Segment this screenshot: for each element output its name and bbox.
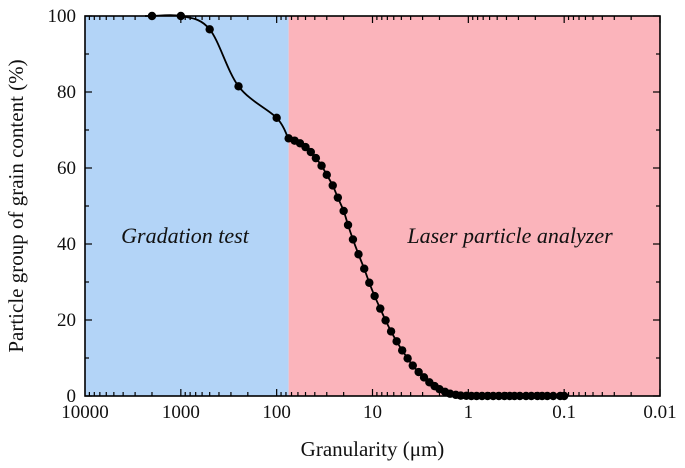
data-point [360, 264, 369, 273]
data-point [386, 327, 396, 336]
data-point [339, 206, 348, 216]
data-point [397, 346, 407, 355]
laser-label: Laser particle analyzer [406, 223, 613, 248]
y-tick-label: 20 [57, 310, 76, 331]
gradation-label: Gradation test [121, 223, 250, 248]
data-point [370, 291, 379, 301]
x-axis-ticks: 10000 1000 100 10 1 0.1 0.01 [61, 16, 677, 423]
data-point [419, 373, 429, 382]
data-point [234, 82, 243, 91]
data-point [392, 337, 401, 346]
data-point [343, 220, 353, 230]
data-point [354, 250, 363, 259]
data-point [403, 354, 412, 363]
data-point [376, 304, 385, 313]
y-tick-label: 100 [48, 6, 77, 27]
x-tick-label: 0.1 [552, 402, 576, 423]
data-point [205, 25, 214, 34]
data-point [317, 161, 326, 170]
data-point [272, 113, 281, 123]
region-labels: Gradation test Laser particle analyzer [121, 223, 613, 248]
y-axis-title: Particle group of grain content (%) [4, 59, 28, 352]
data-point [408, 361, 417, 370]
y-tick-label: 40 [57, 234, 76, 255]
data-point [348, 235, 358, 244]
y-tick-label: 80 [57, 82, 76, 103]
background-regions [85, 16, 660, 396]
x-tick-label: 100 [262, 402, 291, 423]
x-tick-label: 10 [363, 402, 382, 423]
data-point [414, 367, 423, 377]
data-point [311, 153, 321, 163]
data-markers [147, 11, 569, 401]
data-point [322, 170, 331, 180]
data-point [381, 316, 390, 325]
data-point [301, 142, 310, 152]
data-point [365, 278, 374, 287]
laser-region [288, 16, 660, 396]
gradation-region [85, 16, 289, 396]
x-tick-label: 1000 [162, 402, 200, 423]
x-tick-label: 10000 [61, 402, 109, 423]
x-tick-label: 1 [464, 402, 474, 423]
y-tick-label: 0 [67, 386, 77, 407]
y-tick-label: 60 [57, 158, 76, 179]
x-axis-title: Granularity (μm) [301, 437, 445, 461]
x-tick-label: 0.01 [643, 402, 676, 423]
data-point [328, 181, 337, 190]
data-point [333, 193, 343, 202]
data-point [306, 147, 316, 157]
y-axis-ticks: 0 20 40 60 80 100 [48, 6, 660, 407]
